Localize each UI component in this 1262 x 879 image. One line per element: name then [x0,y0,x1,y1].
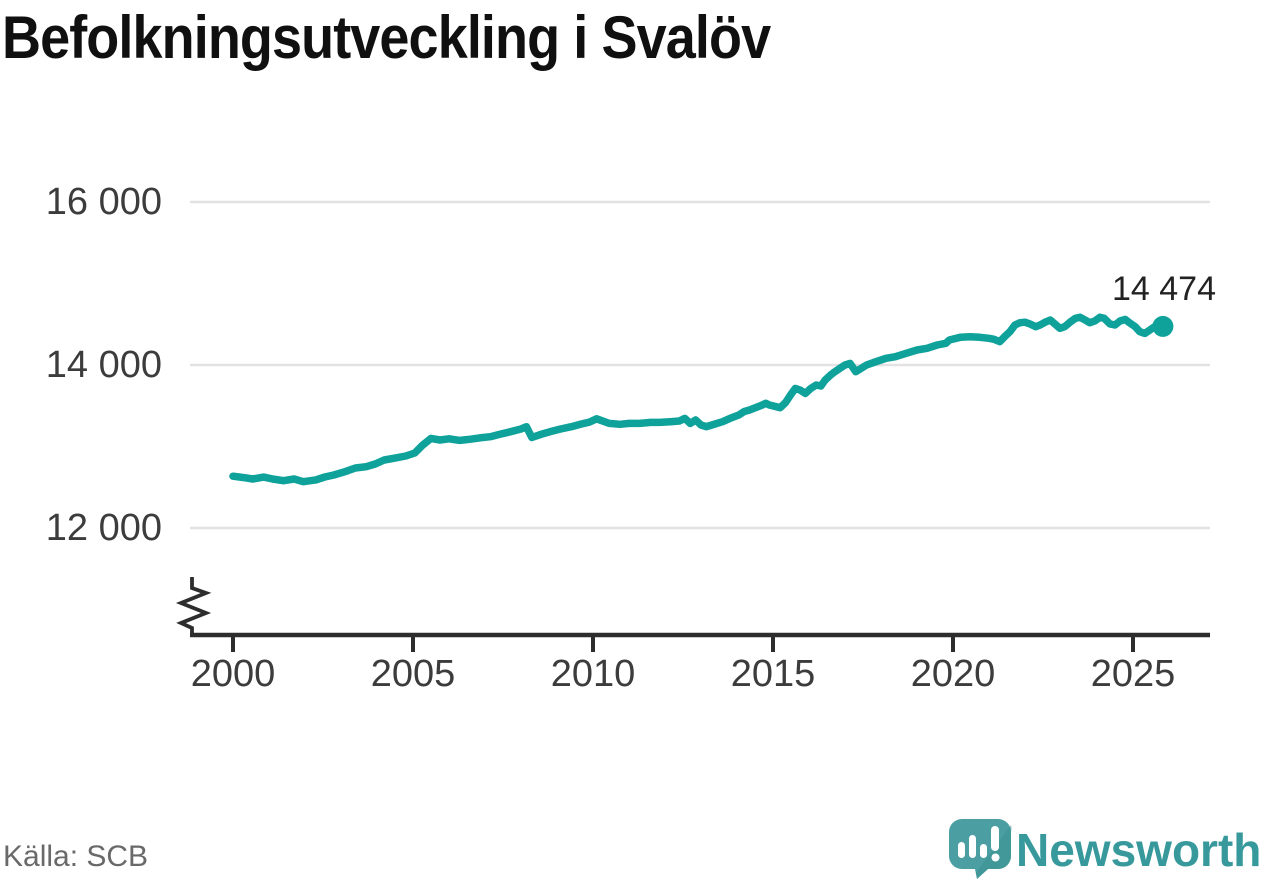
bar-chart-icon-bar1 [958,842,965,858]
page-title: Befolkningsutveckling i Svalöv [2,4,771,71]
x-tick-label-2020: 2020 [910,653,996,695]
brand-name: Newsworthy [1016,824,1262,876]
y-tick-label-14000: 14 000 [45,344,162,386]
axis-break-icon [175,577,212,635]
end-value-label: 14 474 [1112,270,1216,308]
end-dot [1152,315,1174,337]
x-tick-label-2010: 2010 [550,653,636,695]
gridlines [190,200,1210,530]
x-tick-label-2025: 2025 [1090,653,1176,695]
x-tick-label-2015: 2015 [730,653,816,695]
y-tick-label-12000: 12 000 [45,507,162,549]
bubble-shade [975,825,1012,879]
speech-bubble-icon [949,819,1012,879]
bar-chart-icon-bar2 [969,835,976,858]
x-axis [175,577,1210,652]
newsworthy-logo-icon [949,819,1012,879]
source-label: Källa: SCB [3,840,149,873]
y-tick-label-16000: 16 000 [45,181,162,223]
exclamation-icon-dot [991,853,1000,862]
x-tick-label-2000: 2000 [190,653,276,695]
x-tick-label-2005: 2005 [370,653,456,695]
exclamation-icon-stem [991,826,999,851]
bar-chart-icon-bar3 [980,844,987,858]
population-line [229,313,1167,486]
